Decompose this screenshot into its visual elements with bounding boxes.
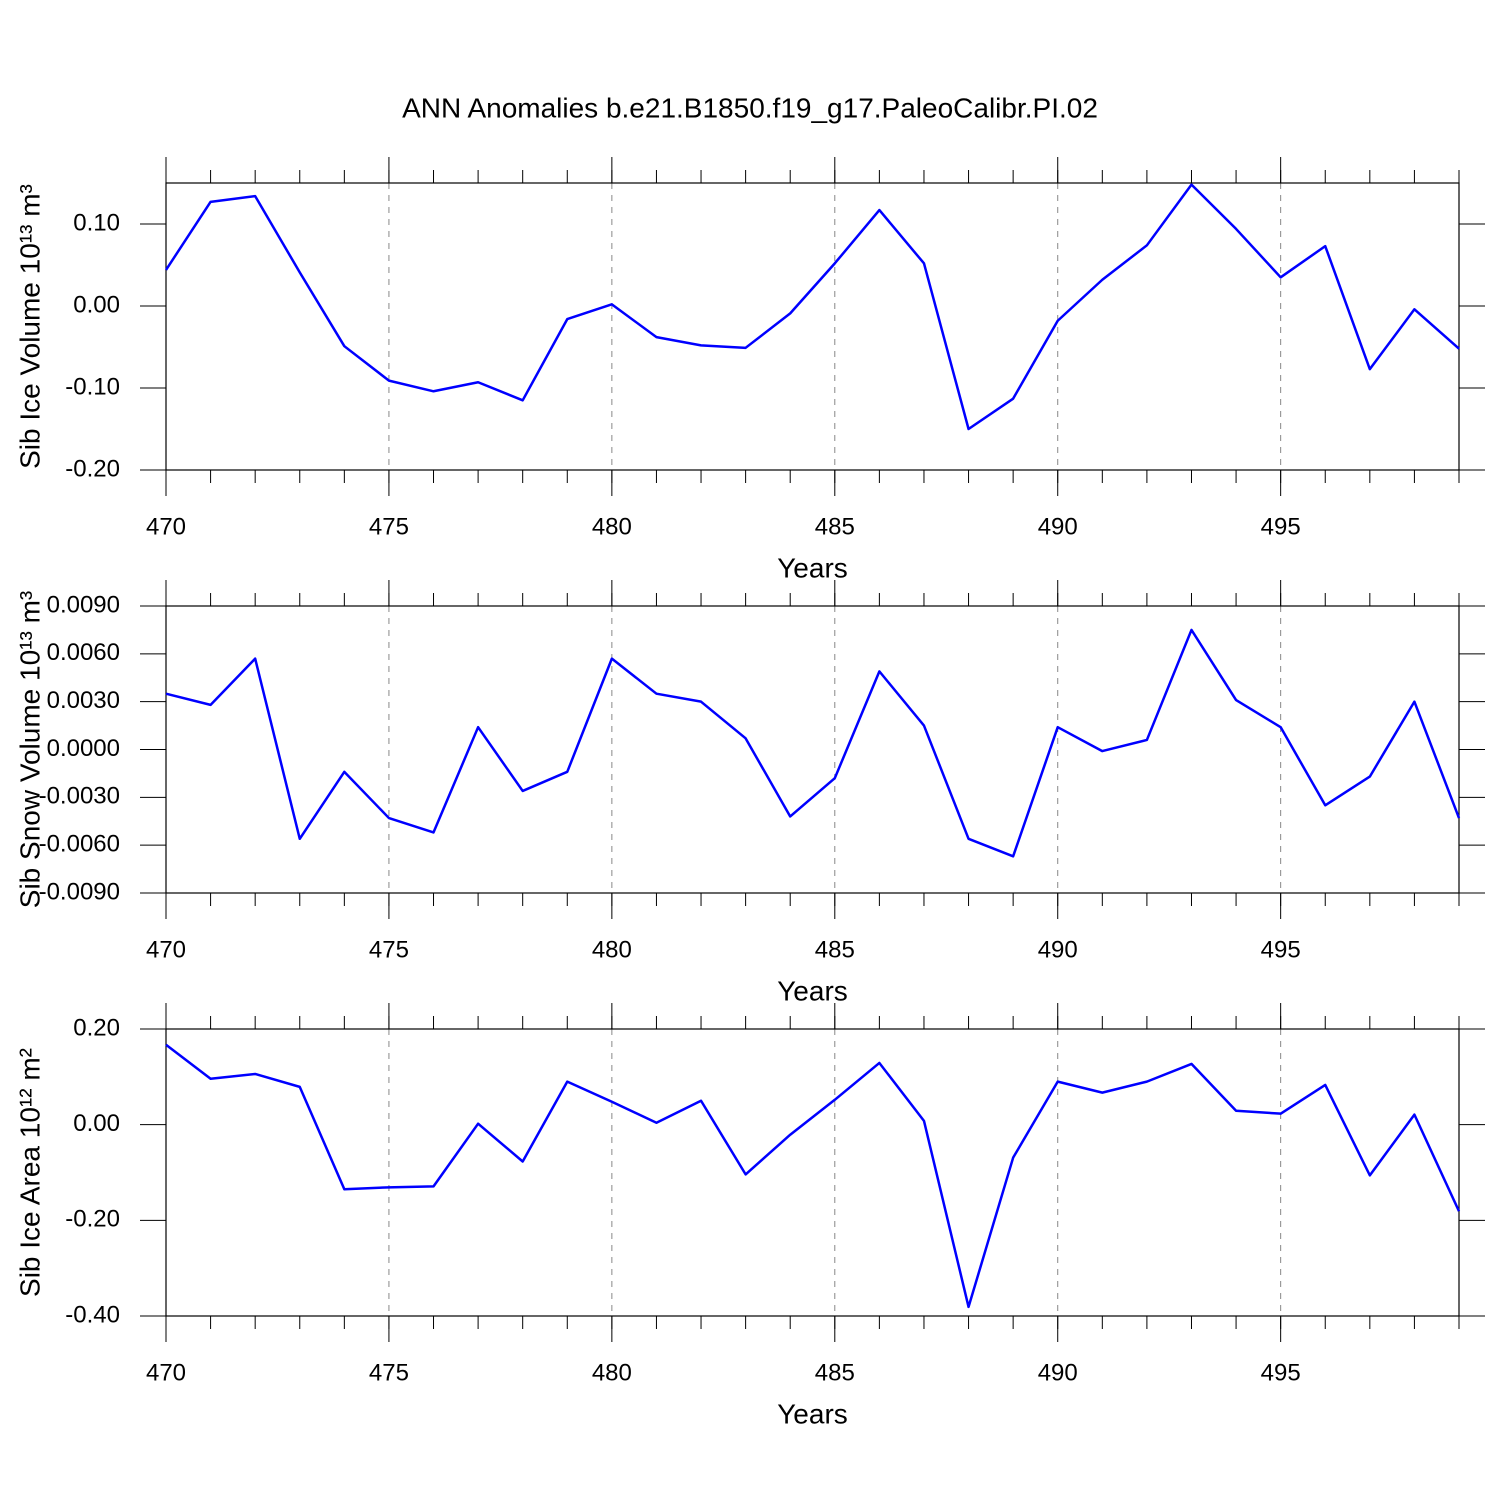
y-tick-label: 0.0090 [47, 591, 120, 618]
x-tick-label: 480 [592, 513, 632, 540]
x-axis-label: Years [777, 975, 848, 1006]
y-tick-label: -0.0060 [39, 831, 120, 858]
x-tick-label: 485 [815, 1359, 855, 1386]
y-tick-label: -0.40 [65, 1301, 120, 1328]
y-tick-label: -0.0090 [39, 878, 120, 905]
y-tick-label: 0.0030 [47, 687, 120, 714]
y-tick-label: -0.20 [65, 455, 120, 482]
y-tick-label: 0.0060 [47, 639, 120, 666]
x-tick-label: 470 [146, 936, 186, 963]
y-tick-label: 0.00 [73, 291, 120, 318]
y-tick-label: 0.0000 [47, 735, 120, 762]
x-tick-label: 475 [369, 936, 409, 963]
x-tick-label: 470 [146, 513, 186, 540]
y-tick-label: 0.20 [73, 1014, 120, 1041]
x-tick-label: 485 [815, 513, 855, 540]
x-tick-label: 490 [1038, 513, 1078, 540]
y-axis-label: Sib Snow Volume 10¹³ m³ [14, 591, 45, 908]
x-tick-label: 485 [815, 936, 855, 963]
plot-frame [165, 182, 1460, 471]
x-tick-label: 480 [592, 936, 632, 963]
chart-title: ANN Anomalies b.e21.B1850.f19_g17.PaleoC… [402, 92, 1098, 123]
data-line [165, 628, 1461, 858]
data-line [165, 1043, 1461, 1309]
y-tick-label: -0.10 [65, 373, 120, 400]
data-line [164, 183, 1460, 431]
plot-frame [165, 1028, 1460, 1317]
x-tick-label: 470 [146, 1359, 186, 1386]
x-tick-label: 495 [1261, 1359, 1301, 1386]
x-tick-label: 495 [1261, 513, 1301, 540]
x-tick-label: 490 [1038, 1359, 1078, 1386]
y-tick-label: 0.00 [73, 1110, 120, 1137]
y-tick-label: 0.10 [73, 209, 120, 236]
x-tick-label: 475 [369, 1359, 409, 1386]
y-tick-label: -0.20 [65, 1206, 120, 1233]
x-tick-label: 490 [1038, 936, 1078, 963]
y-axis-label: Sib Ice Volume 10¹³ m³ [14, 184, 45, 469]
x-tick-label: 495 [1261, 936, 1301, 963]
x-tick-label: 475 [369, 513, 409, 540]
y-axis-label: Sib Ice Area 10¹² m² [14, 1048, 45, 1297]
y-tick-label: -0.0030 [39, 783, 120, 810]
x-tick-label: 480 [592, 1359, 632, 1386]
x-axis-label: Years [777, 1398, 848, 1429]
x-axis-label: Years [777, 552, 848, 583]
plot-frame [165, 605, 1460, 894]
